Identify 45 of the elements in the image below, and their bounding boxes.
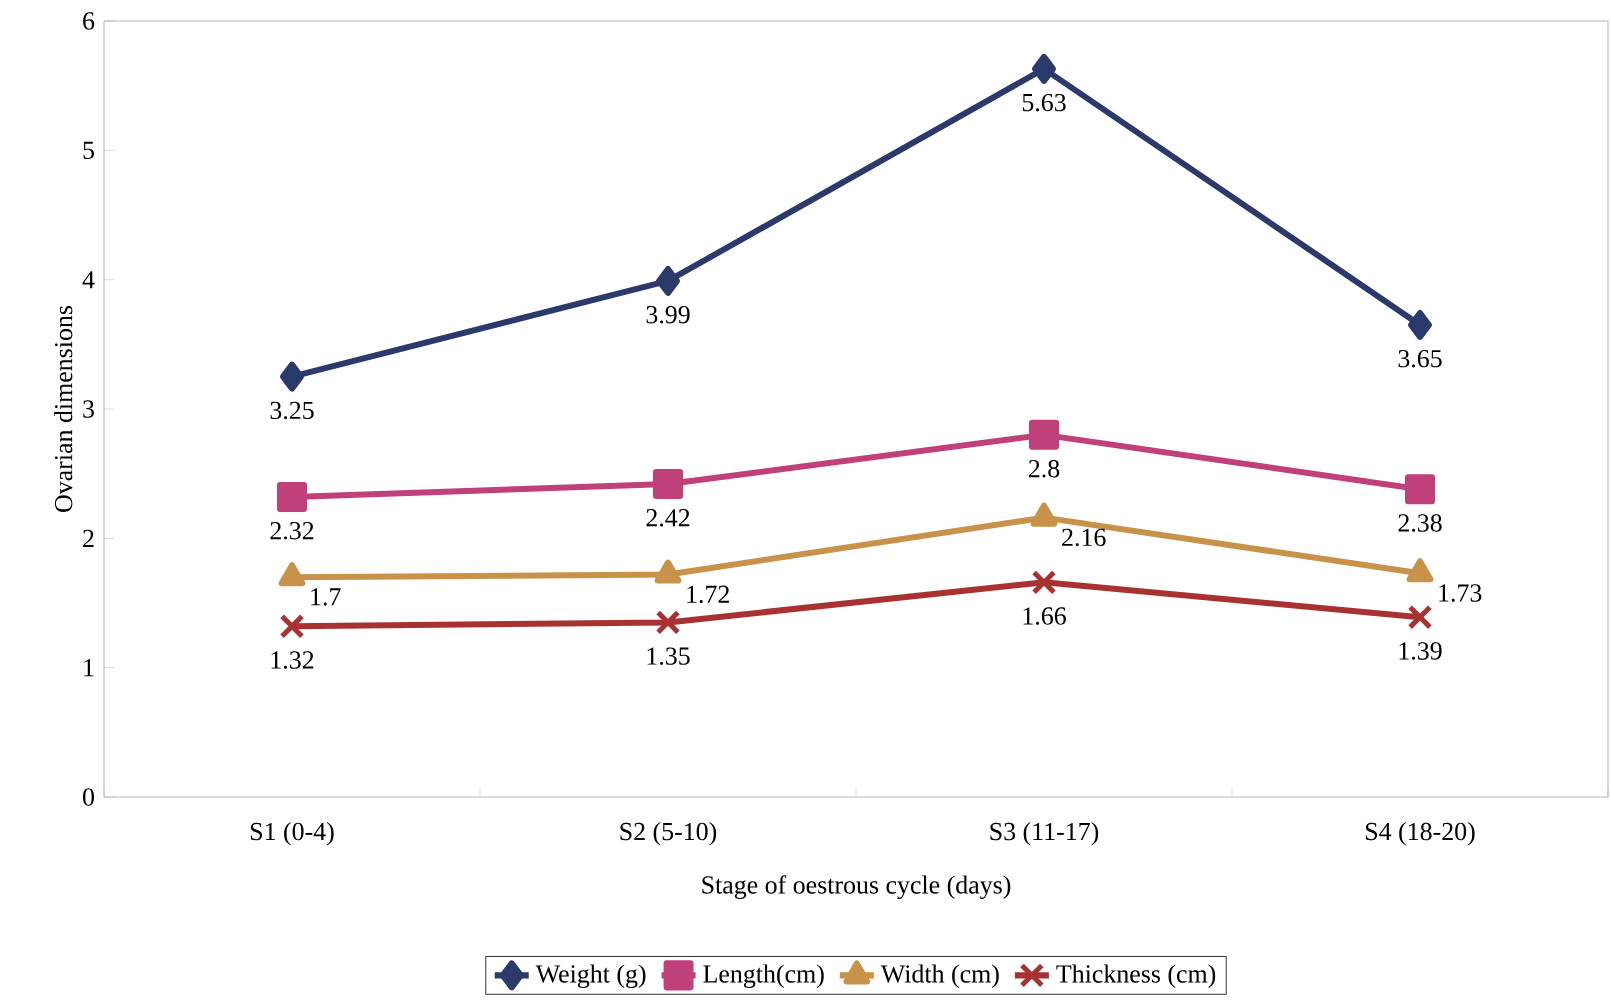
data-label: 5.63 [1022, 93, 1066, 112]
y-tick-label: 3 [83, 400, 94, 418]
point [280, 361, 304, 392]
y-axis-title: Ovarian dimensions [54, 305, 73, 512]
data-label: 1.7 [311, 588, 341, 606]
point [1032, 53, 1057, 84]
x-tick-label: S3 (11-17) [990, 822, 1099, 846]
data-label: 1.39 [1399, 642, 1442, 660]
data-label: 1.32 [271, 651, 314, 669]
y-tick-label: 2 [83, 529, 94, 547]
x-tick-label: S4 (18-20) [1365, 822, 1475, 846]
point [655, 610, 681, 635]
data-label: 2.42 [646, 509, 690, 527]
point [656, 265, 681, 296]
x-axis-title: Stage of oestrous cycle (days) [702, 875, 1011, 900]
y-tick-label: 4 [82, 271, 95, 289]
data-label: 1.72 [687, 585, 729, 604]
point [1407, 604, 1433, 630]
point [277, 481, 307, 512]
legend-label: Weight (g) [535, 964, 646, 989]
data-label: 3.99 [646, 305, 690, 324]
data-label: 1.73 [1439, 584, 1482, 602]
data-label: 2.8 [1028, 459, 1060, 478]
point [653, 469, 684, 500]
point [1029, 419, 1060, 450]
point [1408, 309, 1433, 340]
legend-label: Width (cm) [880, 964, 999, 988]
legend-label: Length(cm) [703, 964, 824, 989]
point [1031, 569, 1057, 595]
point [279, 613, 305, 639]
x-tick-label: S1 (0-4) [250, 822, 334, 846]
data-label: 1.35 [647, 647, 690, 665]
data-label: 2.32 [270, 521, 314, 540]
data-label: 3.65 [1398, 349, 1442, 368]
legend-label: Thickness (cm) [1056, 964, 1216, 988]
y-tick-label: 1 [84, 659, 94, 677]
data-label: 2.16 [1062, 528, 1106, 547]
data-label: 2.38 [1398, 514, 1442, 532]
y-tick-label: 6 [83, 12, 95, 30]
data-label: 1.66 [1023, 607, 1066, 625]
y-tick-label: 0 [83, 788, 94, 806]
data-label: 3.25 [270, 401, 314, 420]
point [1405, 474, 1436, 505]
y-tick-label: 5 [83, 141, 94, 159]
x-tick-label: S2 (5-10) [620, 822, 717, 846]
